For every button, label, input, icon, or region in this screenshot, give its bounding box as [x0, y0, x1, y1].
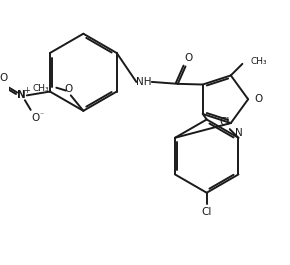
- Text: O: O: [254, 94, 262, 104]
- Text: CH₃: CH₃: [250, 58, 267, 67]
- Text: NH: NH: [136, 77, 152, 87]
- Text: +: +: [23, 86, 30, 95]
- Text: Cl: Cl: [220, 117, 230, 127]
- Text: ⁻: ⁻: [39, 110, 44, 119]
- Text: CH₃: CH₃: [32, 84, 49, 93]
- Text: Cl: Cl: [202, 207, 212, 217]
- Text: O: O: [65, 84, 73, 94]
- Text: O: O: [31, 113, 40, 122]
- Text: O: O: [184, 53, 193, 63]
- Text: N: N: [17, 90, 26, 100]
- Text: N: N: [235, 128, 242, 138]
- Text: O: O: [0, 73, 8, 83]
